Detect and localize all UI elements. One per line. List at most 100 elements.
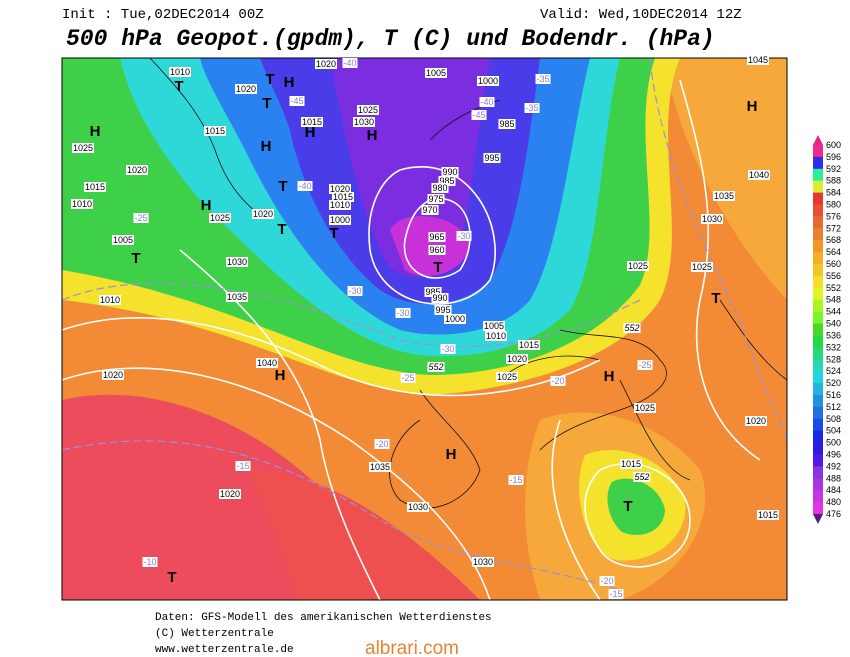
colorbar-label: 564 xyxy=(826,247,841,257)
colorbar-label: 476 xyxy=(826,509,841,519)
colorbar-label: 504 xyxy=(826,426,841,436)
pressure-label: 1000 xyxy=(330,215,350,225)
pressure-label: 960 xyxy=(429,245,444,255)
temperature-label: -45 xyxy=(290,96,303,106)
label-box xyxy=(374,439,390,449)
label-box xyxy=(483,153,501,163)
pressure-label: 1025 xyxy=(73,143,93,153)
label-box xyxy=(428,232,446,242)
pressure-label: 1020 xyxy=(507,354,527,364)
label-box xyxy=(633,472,651,482)
label-box xyxy=(300,117,324,127)
label-box xyxy=(424,68,448,78)
label-box xyxy=(428,245,446,255)
label-box xyxy=(471,557,495,567)
colorbar-segment xyxy=(813,156,823,170)
pressure-label: 995 xyxy=(435,305,450,315)
temperature-label: -25 xyxy=(401,373,414,383)
pressure-label: 975 xyxy=(428,194,443,204)
pressure-label: 1040 xyxy=(257,358,277,368)
pressure-label: 1030 xyxy=(354,117,374,127)
colorbar-label: 528 xyxy=(826,354,841,364)
pressure-label: 1005 xyxy=(113,235,133,245)
pressure-label: 1025 xyxy=(692,262,712,272)
label-box xyxy=(700,214,724,224)
colorbar-segment xyxy=(813,145,823,158)
map-frame xyxy=(61,57,788,601)
colorbar-label: 508 xyxy=(826,414,841,424)
colorbar-segment xyxy=(813,192,823,206)
label-box xyxy=(111,235,135,245)
pressure-label: 1035 xyxy=(714,191,734,201)
pressure-label: 1015 xyxy=(302,117,322,127)
pressure-label: 1005 xyxy=(484,321,504,331)
colorbar-label: 584 xyxy=(826,188,841,198)
colorbar-label: 580 xyxy=(826,200,841,210)
pressure-center: T xyxy=(174,78,183,95)
pressure-label: 1010 xyxy=(486,331,506,341)
label-box xyxy=(328,215,352,225)
label-box xyxy=(203,126,227,136)
temperature-label: -25 xyxy=(638,360,651,370)
pressure-label: 985 xyxy=(439,176,454,186)
pressure-label: 1045 xyxy=(748,55,768,65)
colorbar-segment xyxy=(813,180,823,194)
colorbar-segment xyxy=(813,335,823,348)
pressure-label: 1025 xyxy=(358,105,378,115)
pressure-label: 1015 xyxy=(519,340,539,350)
pressure-label: 1015 xyxy=(621,459,641,469)
colorbar-segment xyxy=(813,216,823,229)
label-box xyxy=(517,340,541,350)
pressure-label: 1010 xyxy=(330,200,350,210)
colorbar-label: 516 xyxy=(826,390,841,400)
label-box xyxy=(331,192,355,202)
label-box xyxy=(535,74,551,84)
temperature-label: -10 xyxy=(143,557,156,567)
pressure-label: 1025 xyxy=(210,213,230,223)
pressure-center: H xyxy=(305,124,316,141)
pressure-label: 965 xyxy=(429,232,444,242)
colorbar-label: 548 xyxy=(826,295,841,305)
pressure-center: T xyxy=(277,221,286,238)
pressure-label: 995 xyxy=(484,153,499,163)
colorbar-segment xyxy=(813,275,823,289)
colorbar-label: 480 xyxy=(826,497,841,507)
label-box xyxy=(690,262,714,272)
colorbar-arrow xyxy=(813,135,823,145)
colorbar-label: 520 xyxy=(826,378,841,388)
label-box xyxy=(756,510,780,520)
temperature-label: -30 xyxy=(457,231,470,241)
pressure-label: 1020 xyxy=(253,209,273,219)
pressure-label: 1025 xyxy=(635,403,655,413)
pressure-center: H xyxy=(446,446,457,463)
pressure-label: 1020 xyxy=(236,84,256,94)
label-box xyxy=(443,314,467,324)
temperature-label: -30 xyxy=(348,286,361,296)
label-box xyxy=(342,58,358,68)
temperature-label: -30 xyxy=(441,344,454,354)
colorbar-label: 588 xyxy=(826,176,841,186)
label-box xyxy=(427,362,445,372)
colorbar-label: 500 xyxy=(826,438,841,448)
pressure-label: 1015 xyxy=(333,192,353,202)
pressure-center: T xyxy=(329,225,338,242)
colorbar-label: 512 xyxy=(826,402,841,412)
colorbar-segment xyxy=(813,430,823,444)
pressure-center: T xyxy=(278,178,287,195)
label-box xyxy=(328,184,352,194)
label-box xyxy=(328,200,352,210)
label-box xyxy=(368,462,392,472)
colorbar-segment xyxy=(813,299,823,313)
label-box xyxy=(297,181,313,191)
label-box xyxy=(98,295,122,305)
label-box xyxy=(495,372,519,382)
map-title: 500 hPa Geopot.(gpdm), T (C) und Bodendr… xyxy=(66,26,715,52)
colorbar-label: 532 xyxy=(826,342,841,352)
pressure-label: 552 xyxy=(624,323,639,333)
label-box xyxy=(395,308,411,318)
label-box xyxy=(456,231,472,241)
map-fill xyxy=(62,58,787,600)
colorbar-segment xyxy=(813,490,823,503)
colorbar-label: 560 xyxy=(826,259,841,269)
